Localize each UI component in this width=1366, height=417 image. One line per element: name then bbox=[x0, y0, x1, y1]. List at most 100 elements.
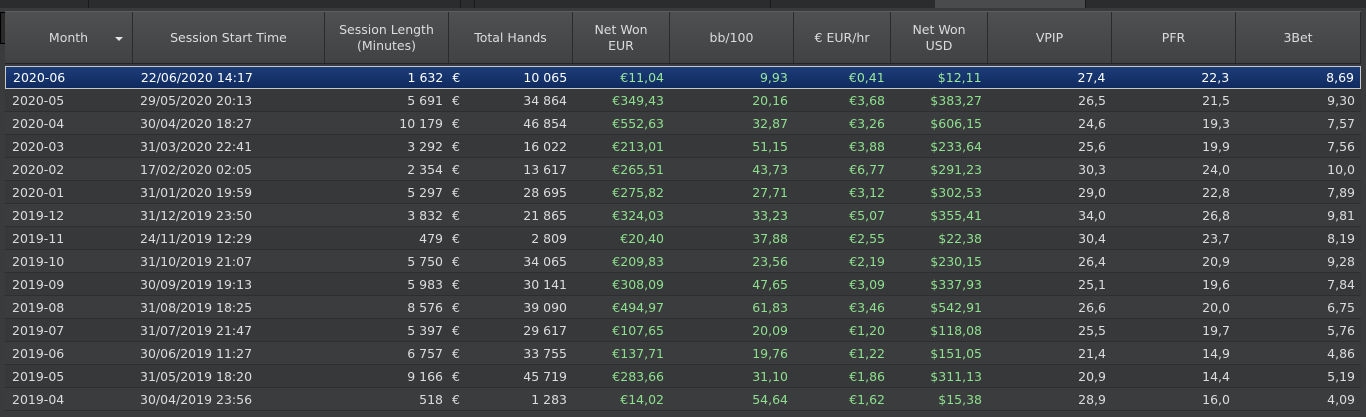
column-header-net-eur[interactable]: Net Won EUR bbox=[573, 12, 670, 63]
column-header-label: Total Hands bbox=[474, 29, 547, 45]
cell-pfr: 26,8 bbox=[1202, 207, 1230, 223]
cell-bb100: 37,88 bbox=[752, 230, 788, 246]
cell-currency-symbol: € bbox=[452, 322, 460, 338]
cell-pfr: 23,7 bbox=[1202, 230, 1230, 246]
sort-chevron-down-icon[interactable] bbox=[115, 37, 123, 41]
cell-net-usd: $12,11 bbox=[937, 70, 982, 85]
cell-month: 2019-08 bbox=[12, 299, 65, 315]
column-header-label: bb/100 bbox=[709, 29, 754, 45]
table-header: Month Session Start Time Session Length (M… bbox=[5, 11, 1361, 64]
cell-start: 31/10/2019 21:07 bbox=[140, 253, 253, 269]
cell-length: 3 292 bbox=[407, 138, 443, 154]
table-row[interactable]: 2019-04 30/04/2019 23:56 518 €1 283 €14,02 54… bbox=[5, 388, 1361, 411]
table-row[interactable]: 2020-04 30/04/2020 18:27 10 179 €46 854 €552… bbox=[5, 112, 1361, 135]
column-header-month[interactable]: Month bbox=[5, 12, 133, 63]
cell-month: 2019-04 bbox=[12, 391, 65, 407]
cell-start: 31/12/2019 23:50 bbox=[140, 207, 253, 223]
cell-hands: 46 854 bbox=[523, 115, 567, 131]
table-row[interactable]: 2019-06 30/06/2019 11:27 6 757 €33 755 €137,… bbox=[5, 342, 1361, 365]
cell-hands-wrapper: €1 283 bbox=[449, 388, 573, 410]
column-header-vpip[interactable]: VPIP bbox=[988, 12, 1112, 63]
toolbar-segment[interactable] bbox=[770, 0, 936, 8]
table-row[interactable]: 2019-10 31/10/2019 21:07 5 750 €34 065 €209,… bbox=[5, 250, 1361, 273]
cell-pfr: 19,3 bbox=[1202, 115, 1230, 131]
table-row[interactable]: 2020-02 17/02/2020 02:05 2 354 €13 617 €265,… bbox=[5, 158, 1361, 181]
toolbar-segment[interactable] bbox=[88, 0, 461, 8]
cell-eurhr: €0,41 bbox=[848, 70, 885, 85]
cell-eurhr: €2,55 bbox=[849, 230, 885, 246]
table-row[interactable]: 2020-05 29/05/2020 20:13 5 691 €34 864 €349,… bbox=[5, 89, 1361, 112]
cell-threebet: 5,19 bbox=[1327, 368, 1355, 384]
toolbar-segment[interactable] bbox=[460, 0, 475, 8]
column-header-start[interactable]: Session Start Time bbox=[133, 12, 325, 63]
cell-threebet: 6,75 bbox=[1327, 299, 1355, 315]
cell-length: 5 397 bbox=[407, 322, 443, 338]
cell-threebet: 7,84 bbox=[1327, 276, 1355, 292]
cell-currency-symbol: € bbox=[452, 70, 461, 85]
cell-bb100: 9,93 bbox=[759, 70, 788, 85]
cell-length: 9 166 bbox=[407, 368, 443, 384]
vertical-scrollbar[interactable] bbox=[1361, 11, 1366, 417]
cell-currency-symbol: € bbox=[452, 184, 460, 200]
cell-net-usd: $118,08 bbox=[930, 322, 982, 338]
column-header-eurhr[interactable]: € EUR/hr bbox=[794, 12, 891, 63]
cell-vpip: 29,0 bbox=[1078, 184, 1106, 200]
cell-month: 2019-12 bbox=[12, 207, 65, 223]
table-row[interactable]: 2019-11 24/11/2019 12:29 479 €2 809 €20,40 37… bbox=[5, 227, 1361, 250]
cell-pfr: 19,7 bbox=[1202, 322, 1230, 338]
column-header-label: PFR bbox=[1161, 29, 1186, 45]
cell-net-eur: €265,51 bbox=[612, 161, 664, 177]
toolbar-segment-active[interactable] bbox=[935, 0, 1086, 8]
cell-hands-wrapper: €33 755 bbox=[449, 342, 573, 364]
cell-length: 5 750 bbox=[407, 253, 443, 269]
cell-month: 2020-01 bbox=[12, 184, 65, 200]
cell-month: 2020-06 bbox=[13, 70, 66, 85]
table-row-selected[interactable]: 2020-06 22/06/2020 14:17 1 632 €10 065 €11,0… bbox=[5, 66, 1361, 89]
column-header-length[interactable]: Session Length (Minutes) bbox=[325, 12, 449, 63]
cell-currency-symbol: € bbox=[452, 161, 460, 177]
column-header-hands[interactable]: Total Hands bbox=[449, 12, 573, 63]
cell-eurhr: €3,26 bbox=[849, 115, 885, 131]
cell-net-eur: €213,01 bbox=[612, 138, 664, 154]
cell-net-eur: €494,97 bbox=[612, 299, 664, 315]
table-row[interactable]: 2019-09 30/09/2019 19:13 5 983 €30 141 €308,… bbox=[5, 273, 1361, 296]
toolbar-segment[interactable] bbox=[474, 0, 771, 8]
cell-vpip: 30,3 bbox=[1078, 161, 1106, 177]
cell-net-eur: €552,63 bbox=[612, 115, 664, 131]
table-row[interactable]: 2019-12 31/12/2019 23:50 3 832 €21 865 €324,… bbox=[5, 204, 1361, 227]
cell-threebet: 7,57 bbox=[1327, 115, 1355, 131]
cell-bb100: 23,56 bbox=[752, 253, 788, 269]
cell-length: 5 983 bbox=[407, 276, 443, 292]
cell-vpip: 21,4 bbox=[1078, 345, 1106, 361]
cell-hands-wrapper: €46 854 bbox=[449, 112, 573, 134]
cell-month: 2019-09 bbox=[12, 276, 65, 292]
cell-pfr: 14,4 bbox=[1202, 368, 1230, 384]
cell-bb100: 20,09 bbox=[752, 322, 788, 338]
toolbar-segment[interactable] bbox=[0, 0, 89, 8]
cell-net-usd: $233,64 bbox=[930, 138, 982, 154]
cell-hands: 33 755 bbox=[523, 345, 567, 361]
cell-month: 2019-05 bbox=[12, 368, 65, 384]
cell-pfr: 22,3 bbox=[1201, 70, 1230, 85]
table-row[interactable]: 2019-08 31/08/2019 18:25 8 576 €39 090 €494,… bbox=[5, 296, 1361, 319]
cell-net-usd: $302,53 bbox=[930, 184, 982, 200]
column-header-pfr[interactable]: PFR bbox=[1112, 12, 1236, 63]
cell-threebet: 4,09 bbox=[1327, 391, 1355, 407]
column-header-net-usd[interactable]: Net Won USD bbox=[891, 12, 988, 63]
cell-currency-symbol: € bbox=[452, 115, 460, 131]
cell-threebet: 10,0 bbox=[1327, 161, 1355, 177]
cell-eurhr: €5,07 bbox=[849, 207, 885, 223]
table-row[interactable]: 2020-03 31/03/2020 22:41 3 292 €16 022 €213,… bbox=[5, 135, 1361, 158]
table-row[interactable]: 2019-05 31/05/2019 18:20 9 166 €45 719 €283,… bbox=[5, 365, 1361, 388]
cell-vpip: 20,9 bbox=[1078, 368, 1106, 384]
cell-eurhr: €3,09 bbox=[849, 276, 885, 292]
cell-net-usd: $291,23 bbox=[930, 161, 982, 177]
column-header-bb100[interactable]: bb/100 bbox=[670, 12, 794, 63]
table-row[interactable]: 2020-01 31/01/2020 19:59 5 297 €28 695 €275,… bbox=[5, 181, 1361, 204]
cell-net-eur: €20,40 bbox=[620, 230, 664, 246]
cell-net-usd: $151,05 bbox=[930, 345, 982, 361]
column-header-threebet[interactable]: 3Bet bbox=[1236, 12, 1361, 63]
cell-hands-wrapper: €28 695 bbox=[449, 181, 573, 203]
table-row[interactable]: 2019-07 31/07/2019 21:47 5 397 €29 617 €107,… bbox=[5, 319, 1361, 342]
